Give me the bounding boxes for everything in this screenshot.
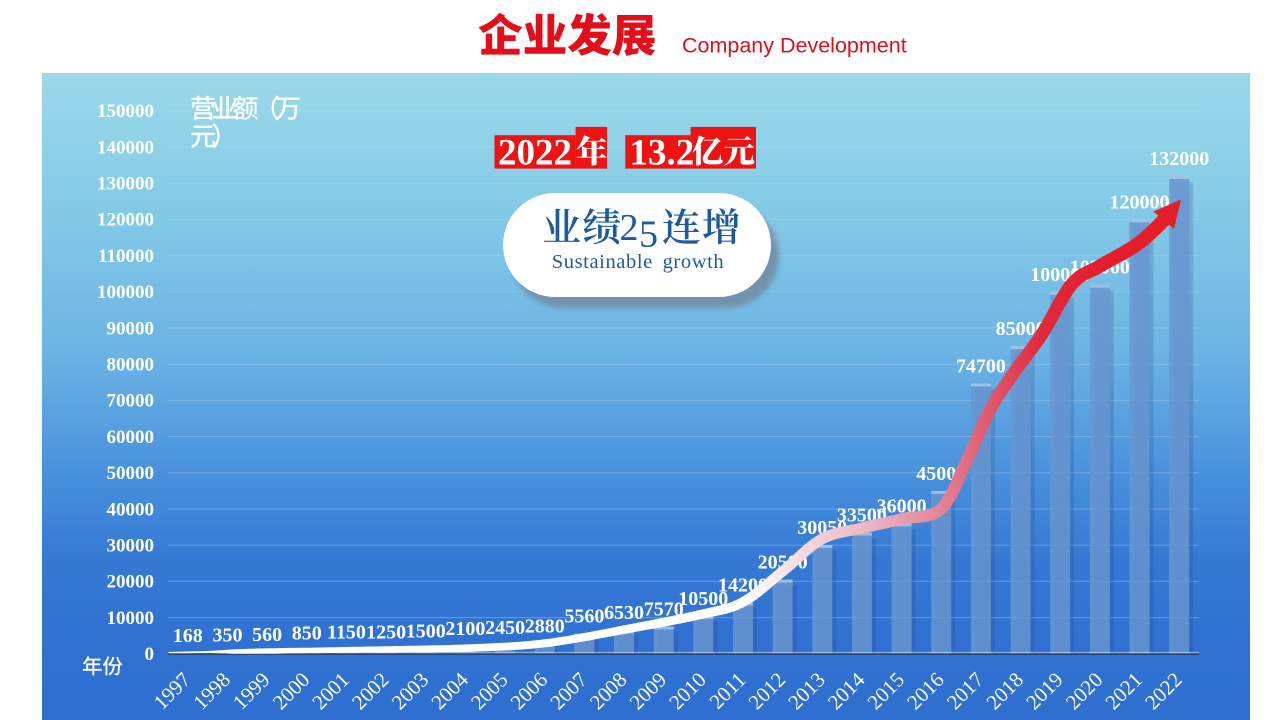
svg-text:1150: 1150	[327, 622, 366, 644]
svg-text:Company Development: Company Development	[682, 34, 907, 58]
svg-text:70000: 70000	[107, 391, 155, 412]
svg-text:850: 850	[292, 623, 322, 645]
svg-text:140000: 140000	[97, 137, 154, 158]
svg-text:90000: 90000	[107, 318, 155, 339]
svg-text:50000: 50000	[107, 463, 155, 484]
svg-text:2: 2	[620, 207, 639, 249]
svg-text:2450: 2450	[485, 617, 525, 639]
svg-text:560: 560	[252, 624, 282, 646]
svg-text:350: 350	[213, 625, 243, 647]
svg-text:1500: 1500	[406, 620, 446, 642]
svg-text:60000: 60000	[107, 427, 155, 448]
svg-text:120000: 120000	[97, 210, 154, 231]
svg-text:150000: 150000	[97, 101, 154, 122]
svg-text:20000: 20000	[107, 572, 155, 593]
svg-text:10000: 10000	[107, 608, 155, 629]
svg-text:168: 168	[173, 625, 203, 647]
svg-text:0: 0	[145, 644, 155, 665]
svg-text:2022: 2022	[498, 133, 572, 174]
svg-text:120000: 120000	[1110, 191, 1170, 213]
svg-text:40000: 40000	[107, 499, 155, 520]
svg-text:80000: 80000	[107, 355, 155, 376]
svg-text:30000: 30000	[107, 536, 155, 557]
svg-text:2880: 2880	[525, 615, 565, 637]
svg-text:85000: 85000	[996, 318, 1046, 340]
svg-text:7570: 7570	[644, 598, 684, 620]
svg-text:6530: 6530	[604, 602, 644, 624]
svg-text:5560: 5560	[564, 606, 604, 628]
svg-text:132000: 132000	[1149, 148, 1209, 170]
svg-text:13.2: 13.2	[630, 133, 695, 174]
svg-text:Sustainable growth: Sustainable growth	[552, 251, 725, 273]
svg-text:74700: 74700	[956, 355, 1006, 377]
svg-text:1250: 1250	[366, 621, 406, 643]
svg-text:2100: 2100	[445, 618, 485, 640]
svg-text:110000: 110000	[98, 246, 154, 267]
svg-text:10500: 10500	[678, 588, 728, 610]
svg-text:100000: 100000	[97, 282, 154, 303]
svg-text:5: 5	[639, 214, 658, 256]
svg-text:130000: 130000	[97, 174, 154, 195]
